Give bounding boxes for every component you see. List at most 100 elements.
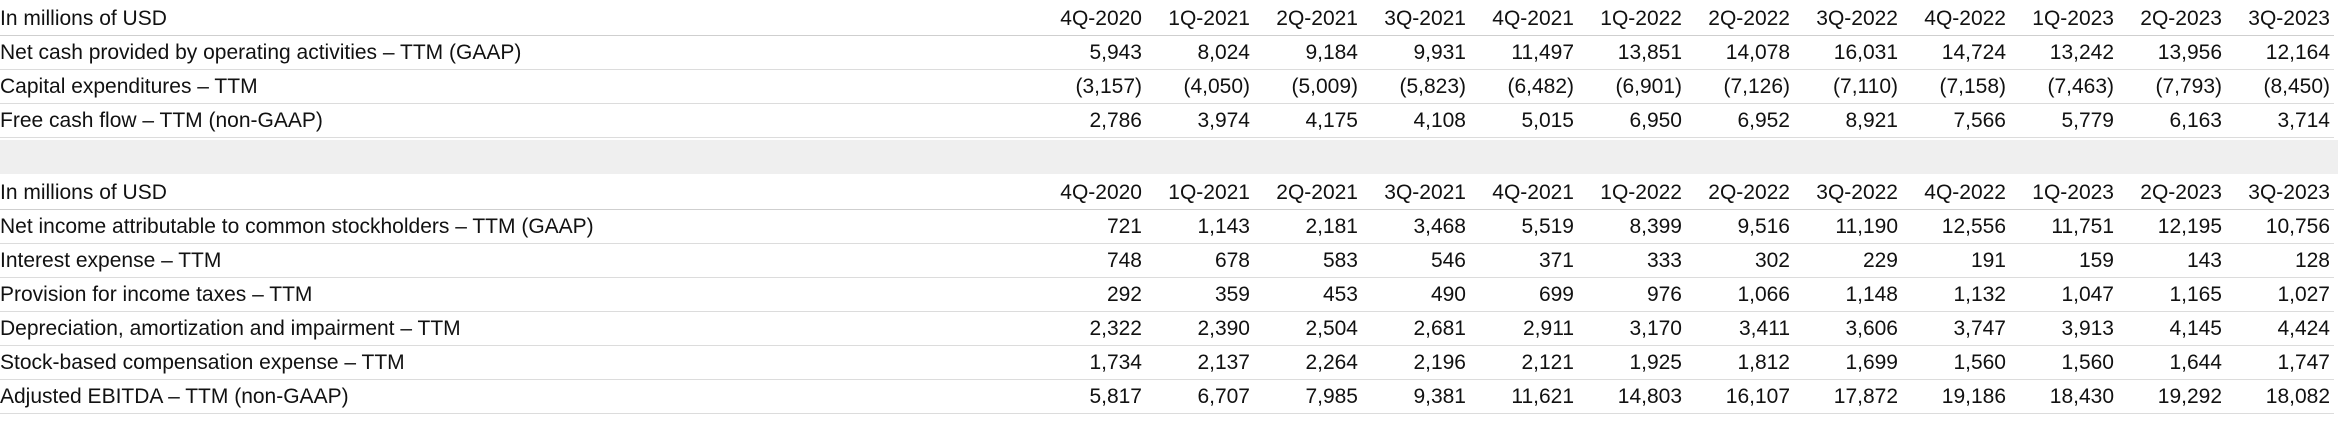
table-cell-value: 678	[1146, 243, 1254, 278]
table-cell-value: 13,851	[1578, 35, 1686, 70]
table-cell-value: 9,184	[1254, 35, 1362, 70]
table-cell-value: 1,747	[2226, 345, 2334, 380]
table-cell-value: 6,950	[1578, 103, 1686, 138]
table-row: Capital expenditures – TTM (3,157) (4,050)…	[0, 69, 2334, 104]
table-cell-value: 5,015	[1470, 103, 1578, 138]
table-cell-value: 4,424	[2226, 311, 2334, 346]
table-cell-value: 4,175	[1254, 103, 1362, 138]
table-cell-value: (7,158)	[1902, 69, 2010, 104]
section-divider-band	[0, 140, 2338, 174]
table-cell-value: (8,450)	[2226, 69, 2334, 104]
table-cell-value: (4,050)	[1146, 69, 1254, 104]
table-cell-value: 371	[1470, 243, 1578, 278]
table-cell-value: 333	[1578, 243, 1686, 278]
table-cell-value: (5,823)	[1362, 69, 1470, 104]
table-cell-value: 8,399	[1578, 209, 1686, 244]
row-label: Net cash provided by operating activitie…	[0, 35, 1038, 70]
table-cell-value: 3,747	[1902, 311, 2010, 346]
table-cell-value: 1,165	[2118, 277, 2226, 312]
table-cell-value: 12,164	[2226, 35, 2334, 70]
table-cell-value: 1,560	[2010, 345, 2118, 380]
table-cell-value: (6,482)	[1470, 69, 1578, 104]
table-cell-value: 5,779	[2010, 103, 2118, 138]
row-label: Adjusted EBITDA – TTM (non-GAAP)	[0, 379, 1038, 414]
table-cell-value: 12,556	[1902, 209, 2010, 244]
table-cell-value: 1,148	[1794, 277, 1902, 312]
table-row: Interest expense – TTM 748 678 583 546 371 333…	[0, 243, 2334, 278]
column-header-3q-2022: 3Q-2022	[1794, 176, 1902, 210]
table-cell-value: 18,430	[2010, 379, 2118, 414]
table-cell-value: 359	[1146, 277, 1254, 312]
column-header-2q-2023: 2Q-2023	[2118, 176, 2226, 210]
column-header-4q-2021: 4Q-2021	[1470, 2, 1578, 36]
table-cell-value: 1,143	[1146, 209, 1254, 244]
table-cell-value: (5,009)	[1254, 69, 1362, 104]
column-header-1q-2023: 1Q-2023	[2010, 2, 2118, 36]
table-cell-value: 10,756	[2226, 209, 2334, 244]
table-cell-value: 3,714	[2226, 103, 2334, 138]
adjusted-ebitda-table: In millions of USD 4Q-2020 1Q-2021 2Q-2021 3…	[0, 176, 2334, 414]
table-cell-value: (7,126)	[1686, 69, 1794, 104]
table-cell-value: 14,078	[1686, 35, 1794, 70]
table-row: Net cash provided by operating activitie…	[0, 35, 2334, 70]
column-header-1q-2023: 1Q-2023	[2010, 176, 2118, 210]
table-cell-value: 546	[1362, 243, 1470, 278]
table-cell-value: 2,911	[1470, 311, 1578, 346]
table-cell-value: 7,566	[1902, 103, 2010, 138]
table-cell-value: 2,786	[1038, 103, 1146, 138]
column-header-4q-2022: 4Q-2022	[1902, 176, 2010, 210]
table-cell-value: 699	[1470, 277, 1578, 312]
table-cell-value: 1,027	[2226, 277, 2334, 312]
table-cell-value: 191	[1902, 243, 2010, 278]
table-cell-value: 2,390	[1146, 311, 1254, 346]
free-cash-flow-table: In millions of USD 4Q-2020 1Q-2021 2Q-2021 3…	[0, 2, 2334, 138]
column-header-3q-2022: 3Q-2022	[1794, 2, 1902, 36]
table-cell-value: 1,560	[1902, 345, 2010, 380]
table-row: Stock-based compensation expense – TTM 1,…	[0, 345, 2334, 380]
column-header-1q-2022: 1Q-2022	[1578, 2, 1686, 36]
table-cell-value: (6,901)	[1578, 69, 1686, 104]
table-row: Depreciation, amortization and impairmen…	[0, 311, 2334, 346]
column-header-1q-2021: 1Q-2021	[1146, 176, 1254, 210]
column-header-2q-2023: 2Q-2023	[2118, 2, 2226, 36]
table-cell-value: 9,381	[1362, 379, 1470, 414]
row-label: Net income attributable to common stockh…	[0, 209, 1038, 244]
column-header-2q-2022: 2Q-2022	[1686, 176, 1794, 210]
table-cell-value: 1,925	[1578, 345, 1686, 380]
table-cell-value: 1,066	[1686, 277, 1794, 312]
units-label: In millions of USD	[0, 2, 1038, 36]
table-cell-value: 11,621	[1470, 379, 1578, 414]
table-cell-value: 453	[1254, 277, 1362, 312]
table-cell-value: 748	[1038, 243, 1146, 278]
table-cell-value: 13,956	[2118, 35, 2226, 70]
table-cell-value: 2,196	[1362, 345, 1470, 380]
table-cell-value: 159	[2010, 243, 2118, 278]
column-header-3q-2023: 3Q-2023	[2226, 2, 2334, 36]
column-header-2q-2021: 2Q-2021	[1254, 2, 1362, 36]
table-cell-value: 2,181	[1254, 209, 1362, 244]
table-row: Free cash flow – TTM (non-GAAP) 2,786 3,97…	[0, 103, 2334, 138]
table-cell-value: 19,292	[2118, 379, 2226, 414]
table-cell-value: 1,047	[2010, 277, 2118, 312]
table-cell-value: 9,516	[1686, 209, 1794, 244]
row-label: Provision for income taxes – TTM	[0, 277, 1038, 312]
table-cell-value: 128	[2226, 243, 2334, 278]
table-cell-value: (7,463)	[2010, 69, 2118, 104]
table-cell-value: 490	[1362, 277, 1470, 312]
table-cell-value: 3,170	[1578, 311, 1686, 346]
table-cell-value: 6,952	[1686, 103, 1794, 138]
column-header-4q-2022: 4Q-2022	[1902, 2, 2010, 36]
table-cell-value: 11,751	[2010, 209, 2118, 244]
table-cell-value: 11,497	[1470, 35, 1578, 70]
table-cell-value: 143	[2118, 243, 2226, 278]
table-row: Provision for income taxes – TTM 292 359 45…	[0, 277, 2334, 312]
table-cell-value: 14,724	[1902, 35, 2010, 70]
table-cell-value: 2,504	[1254, 311, 1362, 346]
table-cell-value: 3,411	[1686, 311, 1794, 346]
column-header-3q-2021: 3Q-2021	[1362, 176, 1470, 210]
table-cell-value: 12,195	[2118, 209, 2226, 244]
table-cell-value: 976	[1578, 277, 1686, 312]
table-cell-value: 6,163	[2118, 103, 2226, 138]
table-cell-value: 18,082	[2226, 379, 2334, 414]
table-cell-value: 7,985	[1254, 379, 1362, 414]
